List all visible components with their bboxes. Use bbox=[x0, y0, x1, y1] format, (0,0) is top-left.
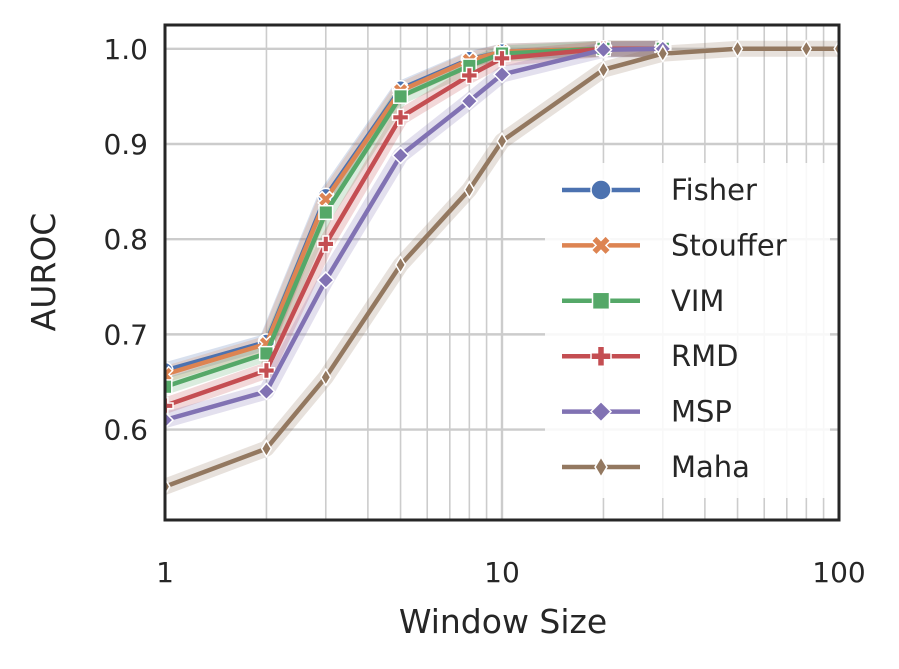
data-point bbox=[260, 439, 273, 459]
y-tick-label: 1.0 bbox=[103, 33, 148, 66]
legend-marker bbox=[590, 345, 612, 367]
data-point bbox=[165, 379, 173, 395]
legend-marker bbox=[594, 455, 608, 479]
series-line bbox=[165, 46, 663, 408]
data-point bbox=[594, 40, 613, 59]
data-point bbox=[391, 146, 410, 165]
legend-label: Fisher bbox=[671, 173, 757, 207]
x-tick-label: 10 bbox=[484, 556, 520, 589]
y-tick-label: 0.9 bbox=[103, 128, 148, 161]
legend-box bbox=[545, 163, 830, 498]
legend-label: Stouffer bbox=[671, 228, 787, 262]
data-point bbox=[657, 44, 669, 64]
x-tick-label: 1 bbox=[156, 556, 174, 589]
plot-frame bbox=[163, 23, 841, 522]
data-point bbox=[318, 204, 334, 221]
tick-labels: 1 10 100 0.6 0.7 0.8 0.9 1.0 bbox=[103, 33, 865, 589]
data-point bbox=[165, 397, 174, 415]
data-point bbox=[731, 39, 744, 59]
y-axis-label: AUROC bbox=[24, 213, 63, 332]
data-point bbox=[391, 108, 410, 127]
legend-label: Maha bbox=[671, 450, 750, 484]
data-point bbox=[800, 39, 813, 59]
data-point bbox=[320, 367, 332, 387]
legend-label: VIM bbox=[671, 284, 724, 318]
legend-marker bbox=[591, 291, 611, 311]
y-tick-label: 0.8 bbox=[103, 223, 148, 256]
data-point bbox=[316, 271, 335, 290]
legend-marker bbox=[590, 234, 612, 257]
series-line bbox=[165, 46, 663, 423]
data-point bbox=[463, 180, 476, 200]
y-tick-label: 0.6 bbox=[103, 414, 148, 447]
data-point bbox=[597, 60, 610, 80]
y-tick-label: 0.7 bbox=[103, 318, 148, 351]
x-axis-label: Window Size bbox=[399, 602, 607, 641]
data-point bbox=[393, 88, 409, 104]
data-point bbox=[257, 382, 276, 401]
legend-label: MSP bbox=[671, 395, 732, 429]
data-point bbox=[496, 131, 508, 151]
x-tick-label: 100 bbox=[812, 556, 865, 589]
data-point bbox=[165, 410, 175, 430]
data-point bbox=[317, 235, 335, 253]
data-point bbox=[493, 49, 511, 68]
legend-label: RMD bbox=[671, 339, 739, 373]
data-point bbox=[460, 66, 479, 85]
legend: Fisher Stouffer VIM RMD MSP Maha bbox=[545, 163, 830, 498]
series-lines bbox=[165, 39, 839, 497]
data-point bbox=[460, 92, 479, 111]
legend-marker bbox=[590, 179, 612, 201]
legend-marker bbox=[589, 400, 613, 423]
data-point bbox=[394, 255, 407, 275]
data-point bbox=[492, 65, 512, 84]
data-point bbox=[257, 361, 276, 380]
